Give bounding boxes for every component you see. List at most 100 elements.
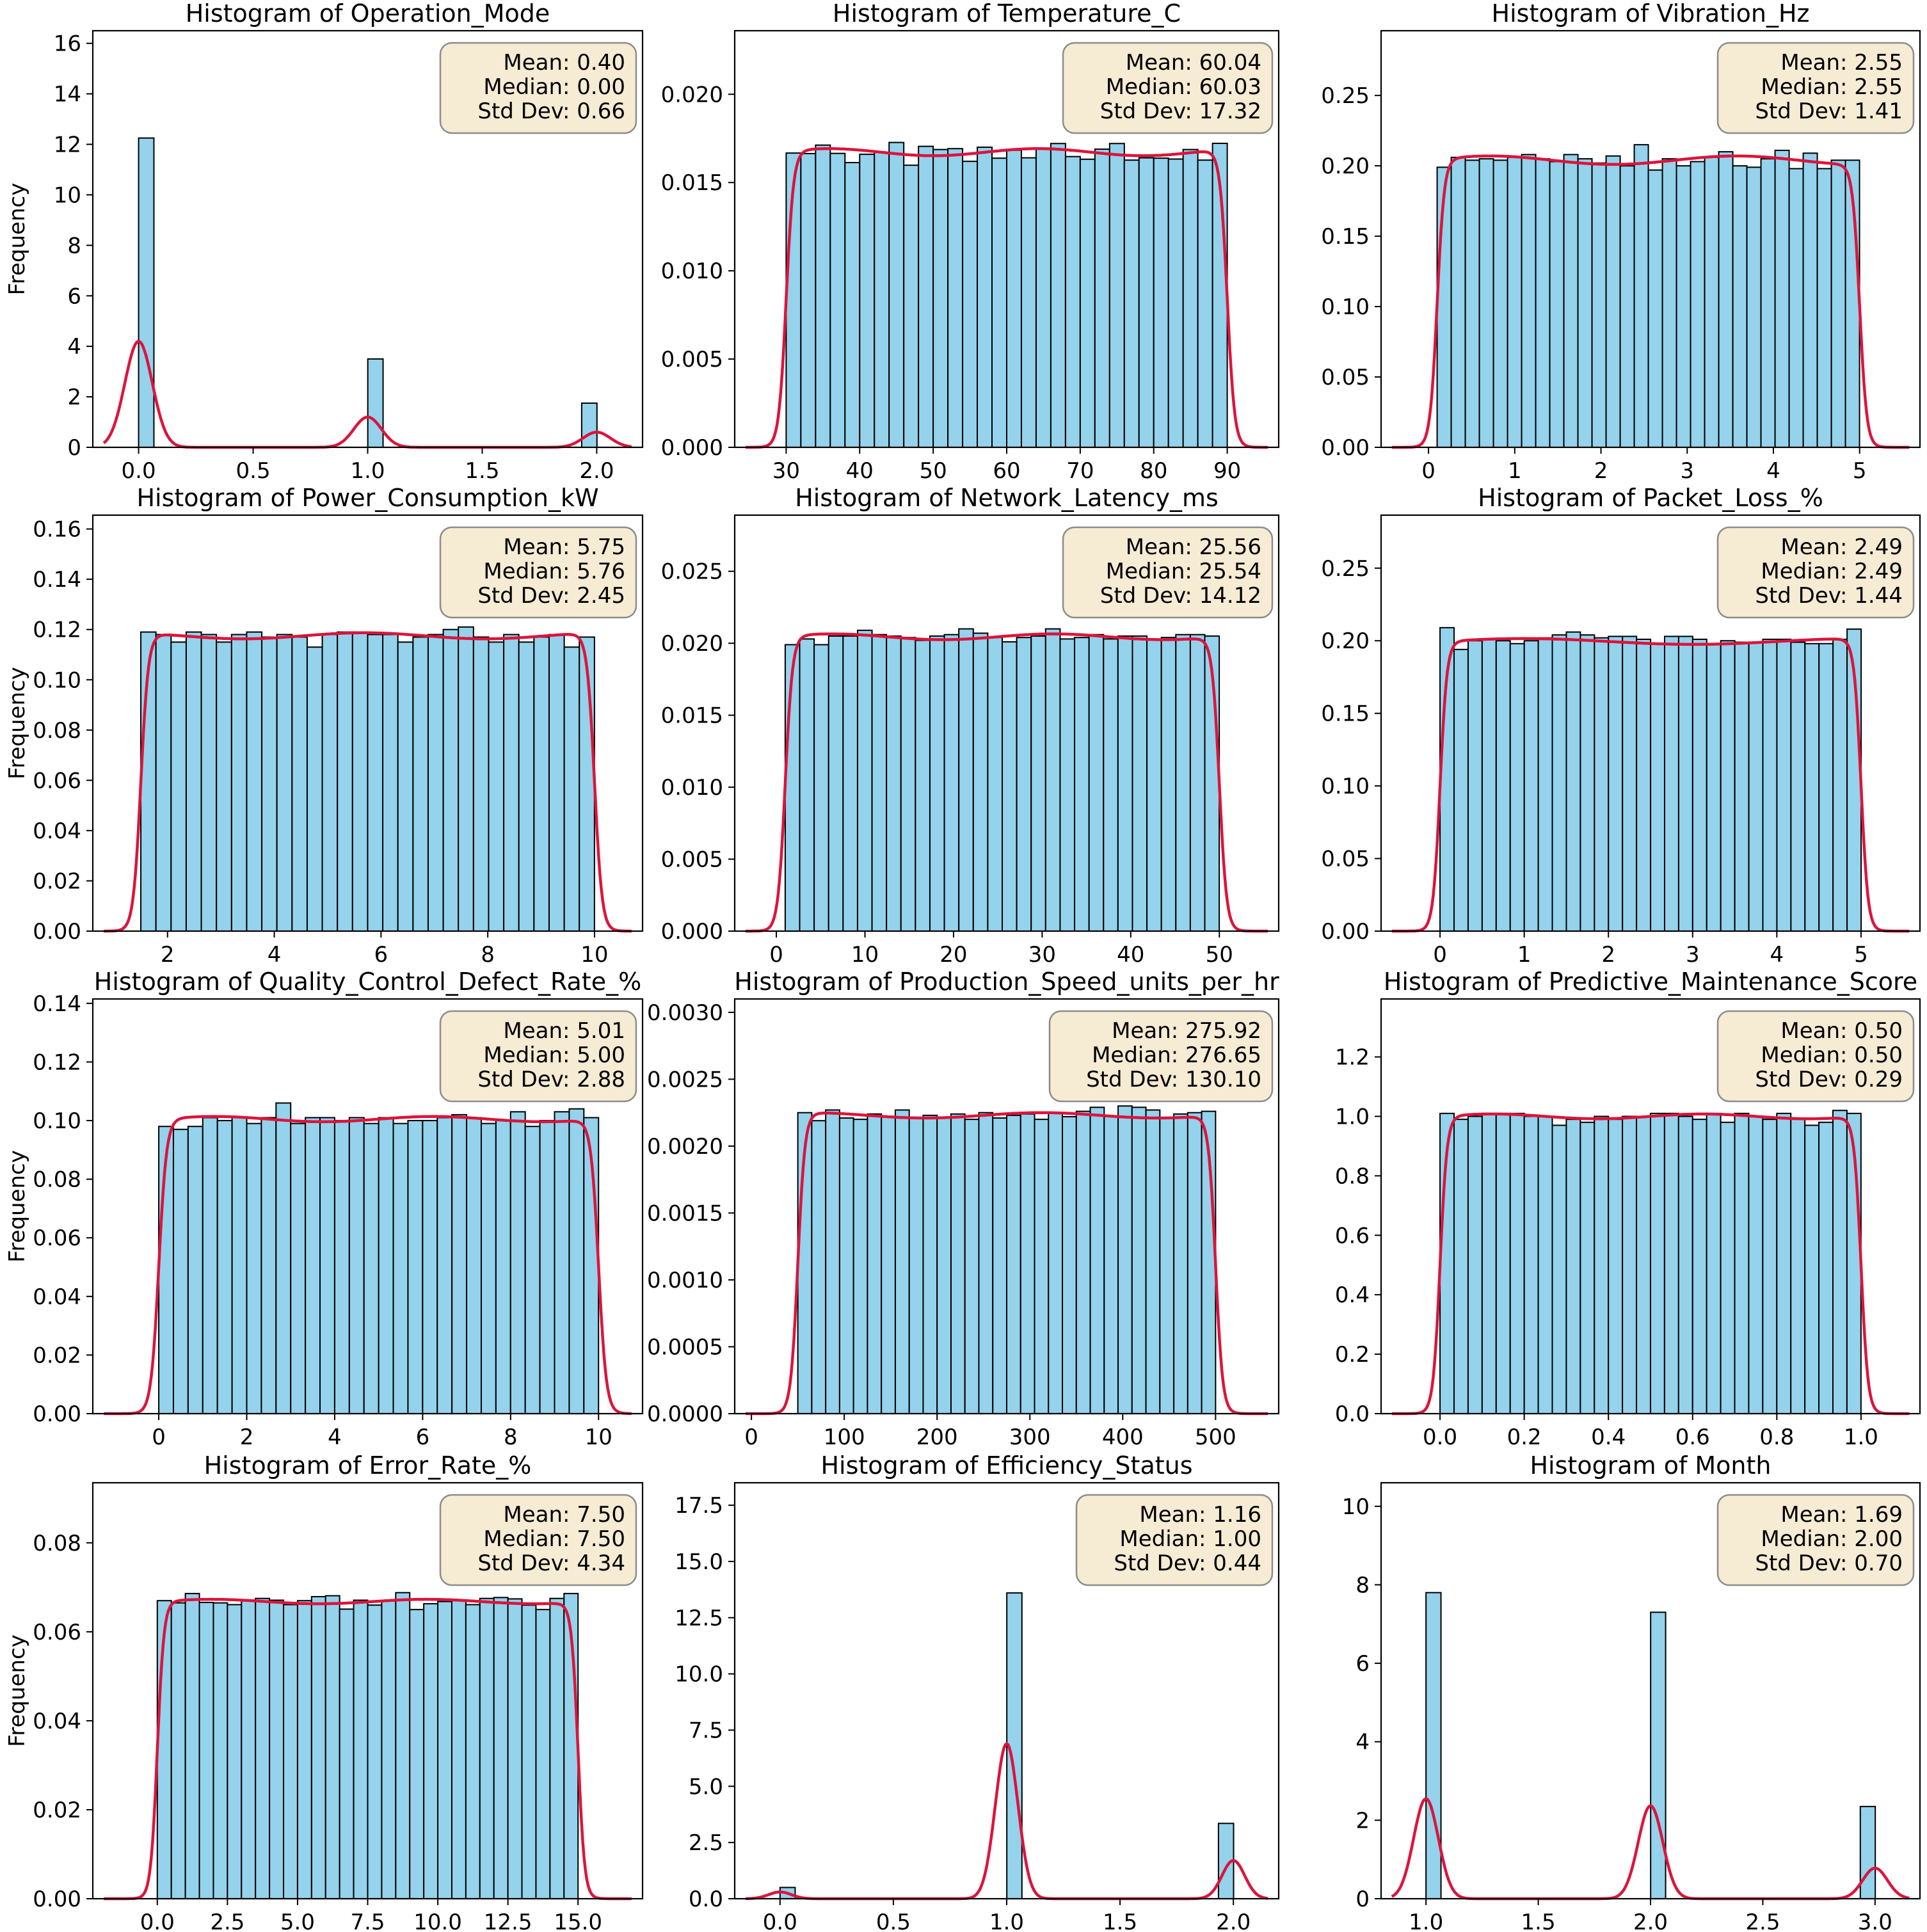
stat-std-dev: Std Dev: 0.70 <box>1755 1551 1903 1576</box>
histogram-bar <box>255 1597 271 1900</box>
kde-curve <box>1391 637 1910 933</box>
chart-title: Histogram of Production_Speed_units_per_… <box>734 968 1279 996</box>
histogram-bar <box>1153 157 1169 448</box>
histogram-bar <box>451 1600 467 1899</box>
chart-title: Histogram of Predictive_Maintenance_Scor… <box>1384 968 1917 996</box>
x-tick-label: 0.8 <box>1759 1425 1794 1450</box>
histogram-bar <box>200 634 218 932</box>
histogram-bar <box>472 636 490 932</box>
x-tick-label: 2 <box>240 1425 254 1450</box>
histogram-bar <box>1663 635 1679 932</box>
histogram-bar <box>422 1120 438 1414</box>
y-tick-label: 0.05 <box>1321 847 1370 872</box>
histogram-bar <box>241 1600 257 1899</box>
histogram-bar <box>1816 168 1832 448</box>
y-tick-label: 0.0015 <box>647 1201 723 1226</box>
histogram-bar <box>908 1117 924 1414</box>
stat-std-dev: Std Dev: 1.44 <box>1755 583 1903 609</box>
y-tick-label: 0.020 <box>661 82 723 108</box>
histogram-bar <box>170 1602 186 1899</box>
x-tick-label: 4 <box>1770 942 1784 968</box>
histogram-bar <box>1720 640 1736 932</box>
y-tick-label: 0.015 <box>661 703 723 729</box>
histogram-bar <box>436 1117 453 1414</box>
histogram-bar <box>1182 148 1199 449</box>
histogram-bar <box>310 1595 326 1900</box>
histogram-bar <box>1720 1121 1736 1414</box>
histogram-bar <box>1189 634 1206 932</box>
y-tick-label: 0.02 <box>33 1798 81 1823</box>
plot-area-frame <box>1380 998 1921 1415</box>
histogram-bar <box>1690 161 1706 448</box>
histogram-bar <box>1103 638 1119 932</box>
histogram-bar <box>992 1117 1007 1414</box>
histogram-bar <box>276 634 293 932</box>
histogram-bar <box>397 641 414 932</box>
stat-std-dev: Std Dev: 1.41 <box>1755 99 1903 124</box>
stat-mean: Mean: 1.69 <box>1780 1502 1903 1528</box>
stats-box-background <box>439 1010 637 1103</box>
histogram-bar <box>1094 148 1110 448</box>
y-tick-label: 0.10 <box>33 667 81 693</box>
x-tick-label: 1.0 <box>989 1910 1024 1932</box>
histogram-bar <box>1551 634 1567 932</box>
y-tick-label: 0 <box>67 435 81 461</box>
stat-median: Median: 276.65 <box>1092 1042 1261 1068</box>
x-tick-label: 8 <box>504 1425 518 1450</box>
kde-curve <box>1391 154 1910 449</box>
y-tick-label: 0.12 <box>33 1050 81 1075</box>
y-tick-label: 6 <box>67 283 81 309</box>
chart-title: Histogram of Quality_Control_Defect_Rate… <box>94 968 641 996</box>
histogram-bar <box>227 1604 243 1899</box>
y-tick-label: 0.10 <box>1321 774 1370 799</box>
y-tick-label: 0.08 <box>33 1531 81 1556</box>
stats-box-background <box>1062 526 1274 619</box>
x-tick-label: 0 <box>1433 942 1447 968</box>
x-tick-label: 4 <box>1766 458 1780 484</box>
stat-mean: Mean: 275.92 <box>1112 1018 1261 1044</box>
histogram-bar <box>549 1597 565 1900</box>
plot-area-frame <box>1380 29 1921 449</box>
y-tick-label: 0.02 <box>33 868 81 894</box>
histogram-bar <box>962 161 979 449</box>
y-tick-label: 0.0 <box>689 1887 723 1912</box>
y-tick-label: 0.0000 <box>647 1401 723 1427</box>
y-tick-label: 8 <box>1355 1572 1370 1598</box>
histogram-bar <box>1467 1115 1483 1415</box>
histogram-bar <box>1718 151 1734 448</box>
histogram-bar <box>1732 165 1748 448</box>
chart-title: Histogram of Efficiency_Status <box>820 1451 1192 1480</box>
histogram-bar <box>991 157 1007 448</box>
histogram-bar <box>1453 648 1469 932</box>
histogram-bar <box>1059 638 1076 932</box>
histogram-bar <box>479 1597 495 1900</box>
x-tick-label: 1.0 <box>1409 1910 1443 1932</box>
histogram-bar <box>1760 158 1776 448</box>
histogram-bar <box>261 636 278 932</box>
histogram-bar <box>1691 638 1707 932</box>
y-tick-label: 0.20 <box>1321 154 1370 179</box>
kde-curve <box>745 147 1268 449</box>
histogram-bar <box>246 1122 262 1415</box>
y-tick-label: 0.8 <box>1335 1163 1370 1189</box>
histogram-bar <box>1048 1112 1064 1414</box>
y-tick-label: 0.06 <box>33 1620 81 1645</box>
histogram-bar <box>932 148 949 449</box>
histogram-bar <box>972 632 989 932</box>
stats-box-background <box>439 42 637 134</box>
histogram-bar <box>922 1114 938 1414</box>
chart-title: Histogram of Error_Rate_% <box>204 1451 532 1480</box>
y-tick-label: 0.0010 <box>647 1268 723 1293</box>
histogram-bar <box>367 634 384 932</box>
histogram-bar <box>1565 1119 1581 1414</box>
histogram-bar <box>423 1603 439 1899</box>
histogram-bar <box>1650 1611 1667 1899</box>
y-tick-label: 10.0 <box>675 1662 723 1688</box>
stat-std-dev: Std Dev: 130.10 <box>1086 1067 1261 1092</box>
histogram-bar <box>1776 1112 1792 1415</box>
